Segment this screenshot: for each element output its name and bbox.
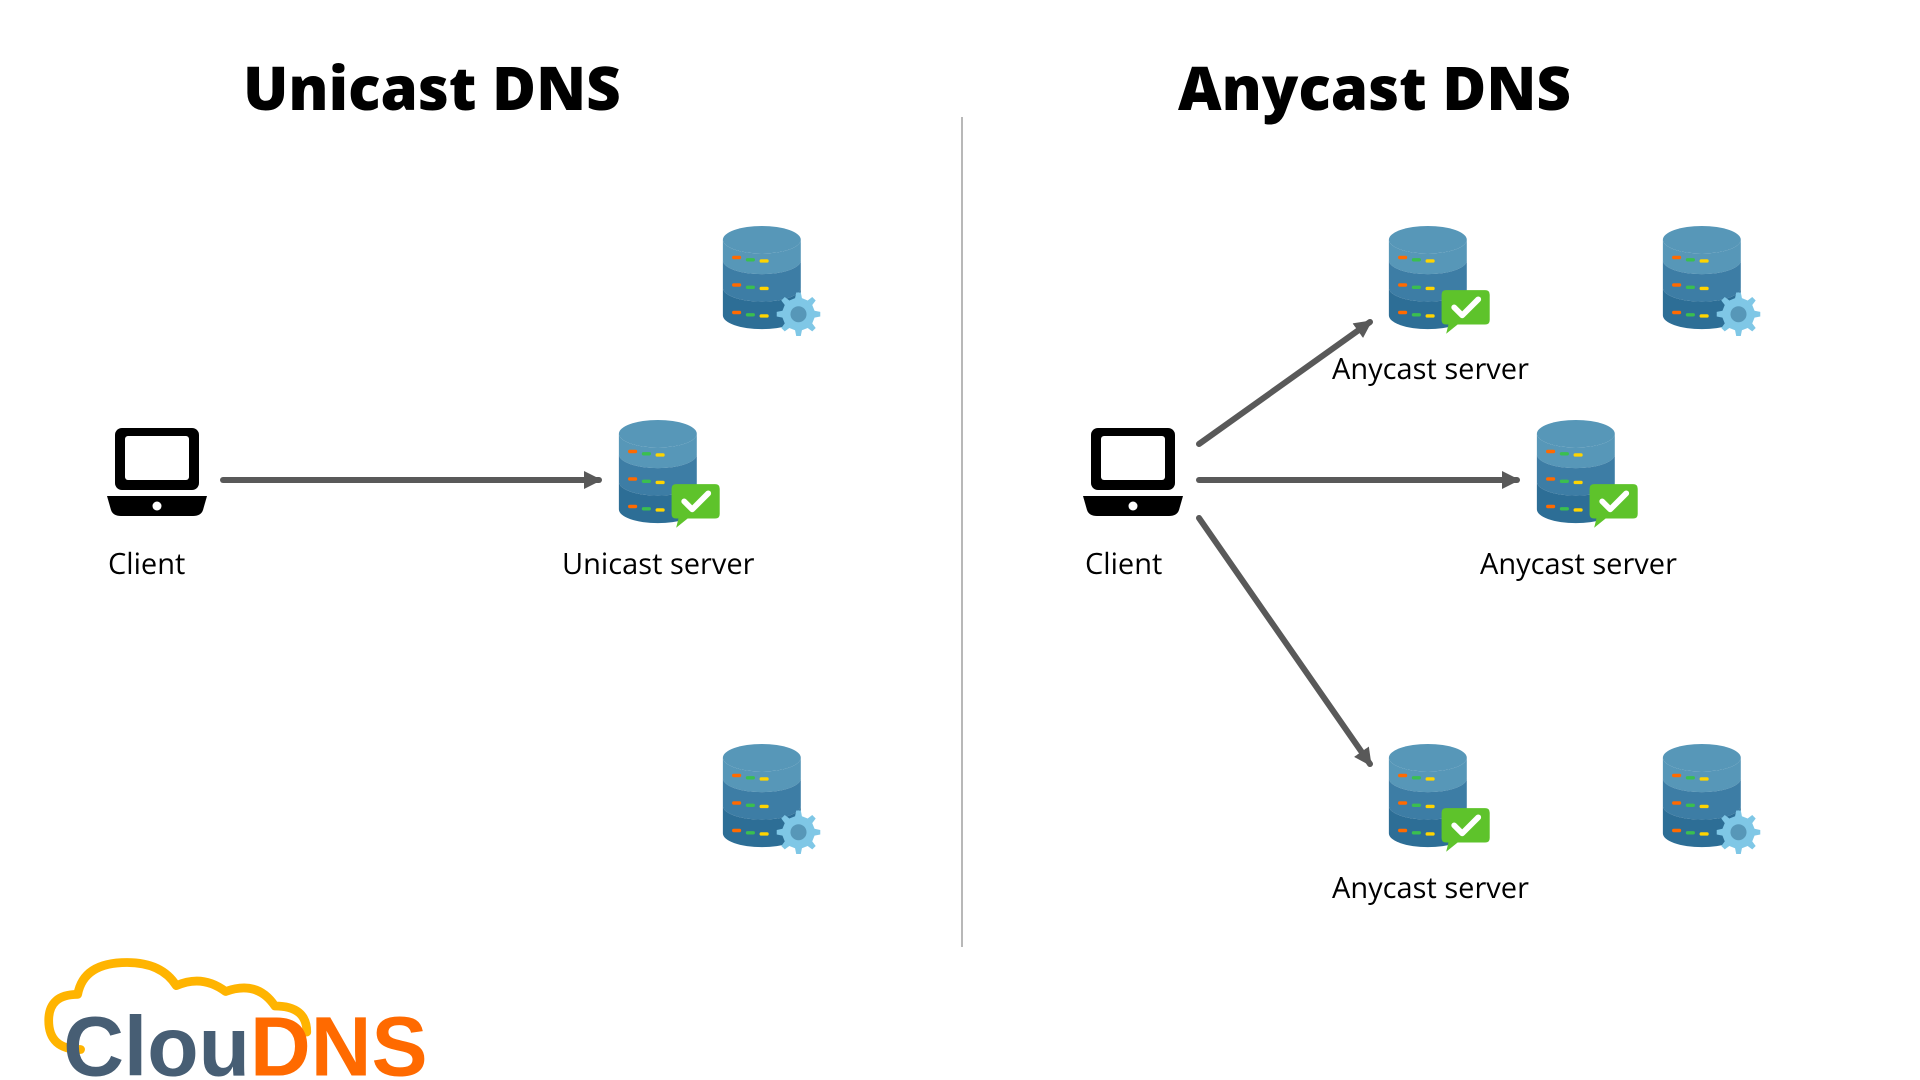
laptop-icon	[1083, 428, 1183, 516]
database-check-icon	[1389, 226, 1490, 334]
database-gear-icon	[1663, 226, 1760, 336]
svg-text:ClouDNS: ClouDNS	[63, 1000, 427, 1080]
arrow-right-bot	[1199, 518, 1370, 764]
database-check-icon	[619, 420, 720, 528]
database-check-icon	[1389, 744, 1490, 852]
arrow-right-top	[1199, 322, 1370, 444]
database-gear-icon	[723, 744, 820, 854]
arrows-group	[223, 322, 1517, 764]
laptop-icon	[107, 428, 207, 516]
database-gear-icon	[723, 226, 820, 336]
database-gear-icon	[1663, 744, 1760, 854]
diagram-stage: Unicast DNS Anycast DNS Client Unicast s…	[0, 0, 1920, 1080]
database-check-icon	[1537, 420, 1638, 528]
cloudns-logo: ClouDNS	[49, 963, 428, 1080]
diagram-svg: ClouDNS	[0, 0, 1920, 1080]
